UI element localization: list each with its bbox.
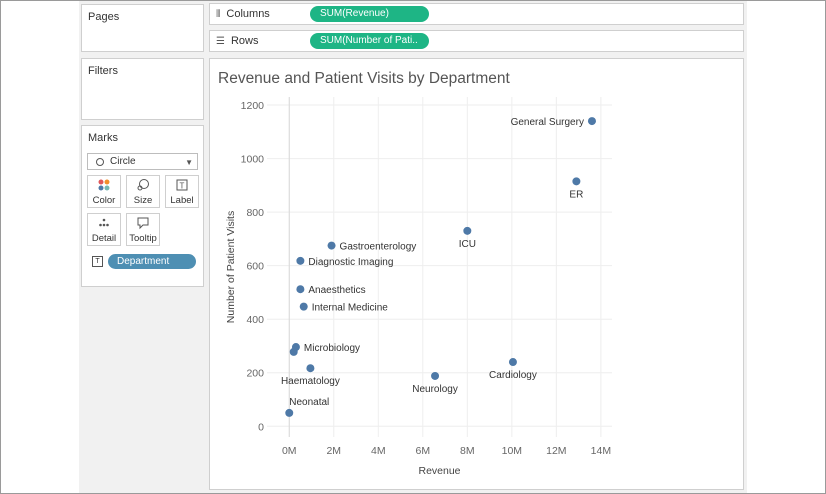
x-tick-label: 8M [460, 445, 475, 457]
y-tick-label: 800 [246, 207, 264, 219]
columns-icon: ⦀ [216, 8, 221, 20]
y-tick-label: 400 [246, 314, 264, 326]
x-tick-label: 14M [591, 445, 611, 457]
label-button[interactable]: T Label [165, 175, 199, 208]
detail-button[interactable]: Detail [87, 213, 121, 246]
mark-type-value: Circle [110, 156, 136, 167]
right-margin [747, 1, 825, 493]
size-button[interactable]: Size [126, 175, 160, 208]
tooltip-icon [127, 216, 159, 233]
data-label: Haematology [281, 376, 340, 387]
data-label: Anaesthetics [308, 285, 365, 296]
color-label: Color [92, 195, 116, 206]
marks-card: Marks Circle ▼ Color Size T Label Detail… [81, 125, 204, 287]
data-label: ER [569, 189, 583, 200]
department-pill[interactable]: Department [108, 254, 196, 269]
y-axis-label: Number of Patient Visits [225, 211, 237, 323]
revenue-pill[interactable]: SUM(Revenue) [310, 6, 429, 22]
detail-label: Detail [91, 233, 117, 244]
columns-shelf-label: ⦀ Columns [216, 8, 270, 20]
text-field-icon: T [92, 256, 103, 267]
viz-pane: Revenue and Patient Visits by Department… [209, 58, 744, 490]
data-point[interactable] [431, 371, 440, 380]
data-point[interactable] [327, 241, 336, 250]
data-label: Neonatal [289, 397, 329, 408]
size-icon [127, 178, 159, 195]
label-label: Label [170, 195, 194, 206]
x-tick-label: 2M [326, 445, 341, 457]
x-tick-label: 4M [371, 445, 386, 457]
patient-visits-pill[interactable]: SUM(Number of Pati.. [310, 33, 429, 49]
x-axis-label: Revenue [418, 465, 460, 477]
data-label: Internal Medicine [312, 303, 389, 314]
axes: 0 200 400 600 800 1000 1200 0M 2M 4M 6M 8M 10M 12M 14M… [225, 100, 611, 477]
rows-label-text: Rows [230, 35, 259, 47]
y-tick-label: 600 [246, 261, 264, 273]
rows-shelf-label: ☰ Rows [216, 35, 258, 47]
data-label: ICU [459, 239, 476, 250]
data-point[interactable] [299, 302, 308, 311]
label-icon: T [166, 178, 198, 195]
chart-title: Revenue and Patient Visits by Department [218, 70, 510, 87]
filters-card[interactable]: Filters [81, 58, 204, 120]
svg-text:T: T [180, 182, 185, 191]
data-label: Microbiology [304, 343, 360, 354]
color-dots-icon [88, 178, 120, 195]
data-label: Gastroenterology [340, 242, 417, 253]
data-point[interactable] [463, 226, 472, 235]
x-tick-label: 6M [416, 445, 431, 457]
y-tick-label: 0 [258, 421, 264, 433]
detail-icon [88, 216, 120, 233]
grid-lines [267, 97, 612, 437]
mark-type-dropdown[interactable]: Circle ▼ [87, 153, 198, 170]
data-label: Diagnostic Imaging [308, 257, 393, 268]
pages-card[interactable]: Pages [81, 4, 204, 52]
y-tick-label: 200 [246, 368, 264, 380]
rows-shelf[interactable]: ☰ Rows SUM(Number of Pati.. [209, 30, 744, 52]
data-label: General Surgery [511, 117, 584, 128]
x-tick-label: 12M [546, 445, 566, 457]
y-tick-label: 1200 [241, 100, 265, 112]
data-label: Cardiology [489, 370, 537, 381]
pages-title: Pages [88, 11, 120, 23]
data-point[interactable] [285, 408, 294, 417]
data-point[interactable] [296, 256, 305, 265]
rows-icon: ☰ [216, 35, 225, 47]
chevron-down-icon: ▼ [185, 158, 193, 167]
data-points: General Surgery ER ICU Gastroenterology Diag… [281, 117, 596, 417]
data-label: Neurology [412, 384, 458, 395]
columns-shelf[interactable]: ⦀ Columns SUM(Revenue) [209, 3, 744, 25]
circle-icon [96, 157, 104, 166]
y-tick-label: 1000 [241, 154, 265, 166]
x-tick-label: 10M [502, 445, 522, 457]
data-point[interactable] [508, 358, 517, 367]
data-point[interactable] [296, 285, 305, 294]
filters-title: Filters [88, 65, 118, 77]
data-point[interactable] [572, 177, 581, 186]
size-label: Size [133, 195, 153, 206]
color-button[interactable]: Color [87, 175, 121, 208]
data-point[interactable] [289, 347, 298, 356]
data-point[interactable] [306, 364, 315, 373]
columns-label-text: Columns [226, 8, 270, 20]
scatter-chart[interactable]: 0 200 400 600 800 1000 1200 0M 2M 4M 6M 8M 10M 12M 14M… [210, 59, 745, 491]
marks-title: Marks [88, 132, 118, 144]
data-point[interactable] [587, 117, 596, 126]
left-margin [1, 1, 79, 493]
tooltip-button[interactable]: Tooltip [126, 213, 160, 246]
tooltip-label: Tooltip [129, 233, 157, 244]
x-tick-label: 0M [282, 445, 297, 457]
